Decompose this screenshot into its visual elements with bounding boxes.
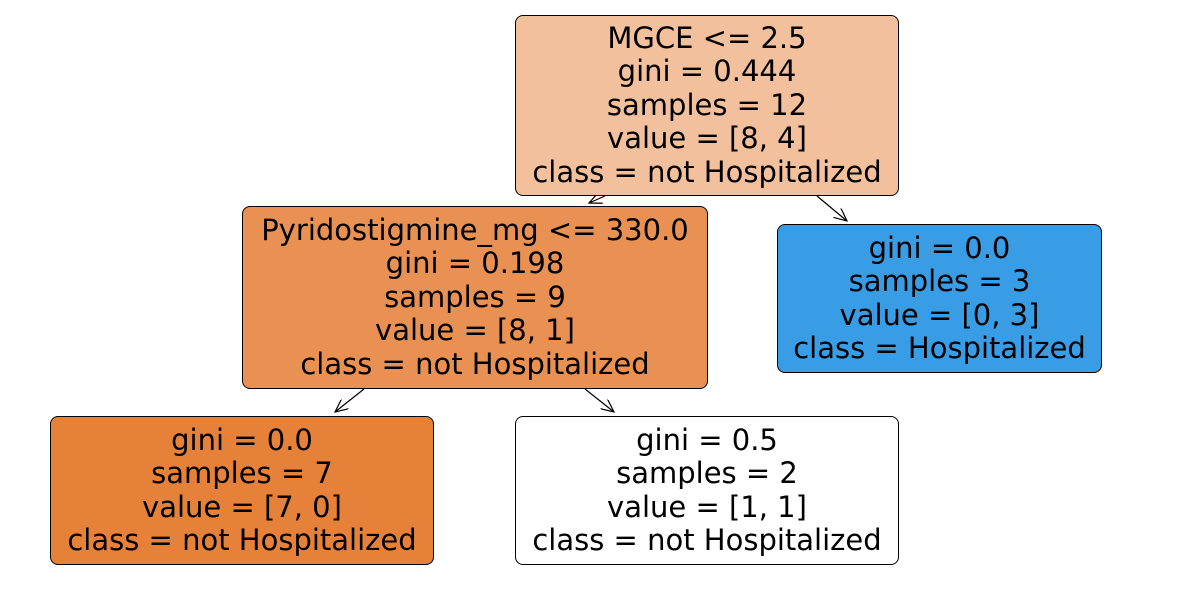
node-gini-label: gini = 0.444 [617, 54, 797, 89]
node-samples-label: samples = 7 [151, 456, 333, 490]
node-samples-label: samples = 12 [606, 87, 808, 122]
node-class-label: class = Hospitalized [793, 331, 1086, 365]
leaf-node-right: gini = 0.0 samples = 3 value = [0, 3] cl… [777, 224, 1102, 373]
edge-root-to-right [816, 195, 847, 221]
node-class-label: class = not Hospitalized [300, 346, 650, 381]
node-class-label: class = not Hospitalized [532, 523, 882, 557]
edge-root-to-left [589, 196, 606, 203]
leaf-node-middle: gini = 0.5 samples = 2 value = [1, 1] cl… [515, 416, 899, 565]
node-value-label: value = [0, 3] [839, 297, 1040, 332]
node-value-label: value = [8, 1] [375, 313, 575, 348]
node-gini-label: gini = 0.5 [636, 422, 778, 457]
node-samples-label: samples = 2 [616, 456, 798, 490]
node-gini-label: gini = 0.198 [385, 246, 565, 281]
node-value-label: value = [8, 4] [607, 121, 807, 156]
node-class-label: class = not Hospitalized [67, 523, 417, 557]
node-samples-label: samples = 3 [848, 264, 1031, 298]
node-value-label: value = [1, 1] [607, 489, 807, 524]
node-value-label: value = [7, 0] [142, 489, 342, 524]
root-node: MGCE <= 2.5 gini = 0.444 samples = 12 va… [515, 15, 899, 196]
node-gini-label: gini = 0.0 [868, 230, 1011, 265]
leaf-node-left: gini = 0.0 samples = 7 value = [7, 0] cl… [50, 416, 434, 565]
edge-left-to-leftleaf [335, 388, 365, 412]
node-split-label: MGCE <= 2.5 [607, 20, 807, 55]
node-gini-label: gini = 0.0 [171, 422, 313, 457]
edge-left-to-rightleaf [584, 388, 614, 412]
node-samples-label: samples = 9 [384, 279, 566, 314]
node-class-label: class = not Hospitalized [532, 154, 882, 189]
node-split-label: Pyridostigmine_mg <= 330.0 [261, 212, 689, 247]
split-node-pyridostigmine: Pyridostigmine_mg <= 330.0 gini = 0.198 … [242, 206, 708, 389]
